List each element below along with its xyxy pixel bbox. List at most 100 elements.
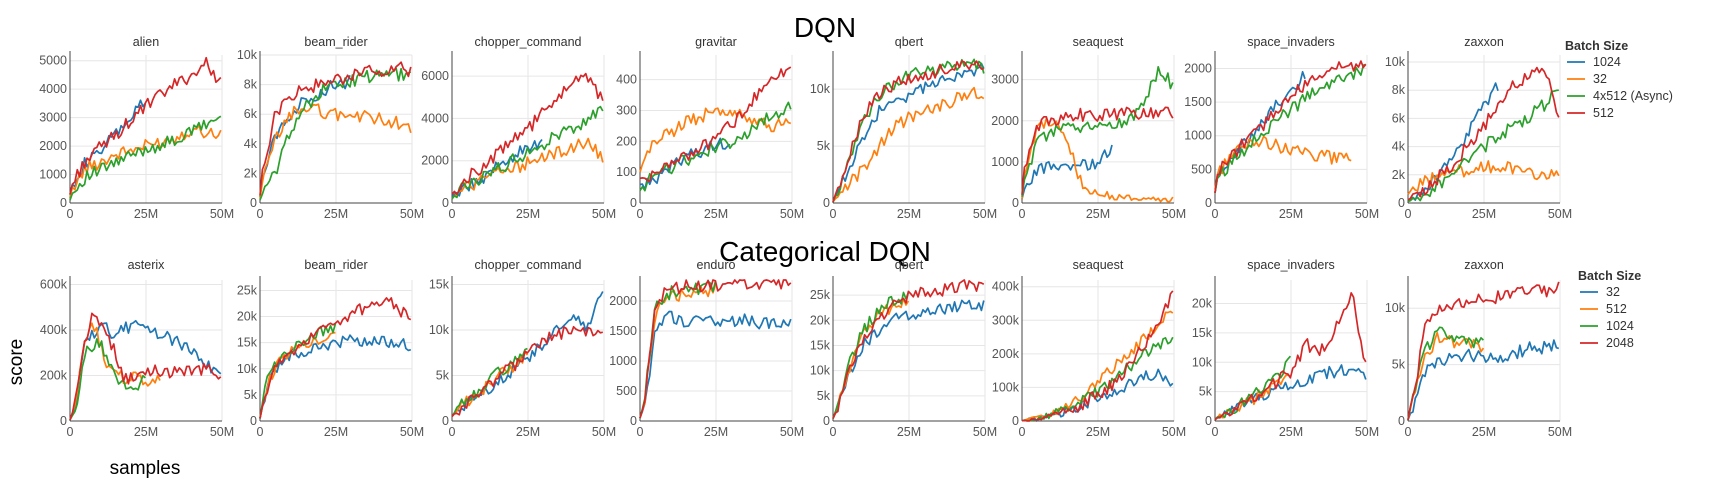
series-line-32 — [1214, 135, 1352, 190]
x-tick-label: 25M — [897, 425, 921, 439]
y-tick-label: 4k — [244, 137, 258, 151]
series-line-2048 — [69, 312, 222, 421]
x-tick-label: 50M — [592, 207, 616, 221]
x-tick-label: 25M — [134, 425, 158, 439]
series-line-1024 — [832, 62, 985, 203]
x-tick-label: 0 — [1212, 425, 1219, 439]
legend-label-32: 32 — [1606, 285, 1620, 299]
series-line-512 — [1407, 331, 1485, 421]
panel-0-alien: alien 0 25M 50M 0 1000 2000 3000 4000 5000 — [39, 35, 234, 221]
y-tick-label: 0 — [1012, 196, 1019, 210]
panel-title: zaxxon — [1464, 258, 1504, 272]
x-tick-label: 25M — [704, 207, 728, 221]
y-tick-label: 4000 — [39, 82, 67, 96]
y-tick-label: 8k — [1392, 83, 1406, 97]
series-line-2048 — [451, 325, 604, 418]
x-tick-label: 0 — [830, 207, 837, 221]
series-line-32 — [832, 86, 985, 203]
series-line-1024 — [69, 99, 147, 195]
y-tick-label: 0 — [1205, 414, 1212, 428]
series-line-512 — [832, 60, 984, 203]
legend-1: Batch Size 32 512 1024 2048 — [1578, 269, 1641, 350]
y-tick-label: 0 — [823, 196, 830, 210]
x-tick-label: 50M — [592, 425, 616, 439]
y-tick-label: 300k — [992, 313, 1020, 327]
y-tick-label: 3000 — [991, 73, 1019, 87]
panel-title: asterix — [128, 258, 166, 272]
series-line-2048 — [1021, 290, 1174, 422]
x-tick-label: 50M — [400, 207, 424, 221]
x-tick-label: 25M — [1279, 425, 1303, 439]
x-tick-label: 50M — [780, 207, 804, 221]
panel-0-qbert: qbert 0 25M 50M 0 5k 10k — [810, 35, 997, 221]
panel-0-seaquest: seaquest 0 25M 50M 0 1000 2000 3000 — [991, 35, 1186, 221]
series-line-2048 — [1214, 292, 1367, 421]
x-tick-label: 25M — [1472, 425, 1496, 439]
series-line-512 — [639, 66, 792, 183]
x-tick-label: 50M — [973, 425, 997, 439]
x-tick-label: 25M — [134, 207, 158, 221]
y-tick-label: 5k — [1199, 385, 1213, 399]
y-tick-label: 0 — [60, 414, 67, 428]
series-line-512 — [69, 56, 222, 195]
y-tick-label: 0 — [442, 414, 449, 428]
x-tick-label: 25M — [1086, 207, 1110, 221]
y-tick-label: 400k — [992, 280, 1020, 294]
y-tick-label: 100 — [616, 165, 637, 179]
x-tick-label: 0 — [67, 425, 74, 439]
y-tick-label: 0 — [442, 196, 449, 210]
y-tick-label: 10k — [1385, 301, 1406, 315]
y-tick-label: 1500 — [609, 324, 637, 338]
y-tick-label: 20k — [1192, 297, 1213, 311]
panel-title: gravitar — [695, 35, 737, 49]
y-tick-label: 2k — [1392, 168, 1406, 182]
y-tick-label: 2000 — [1184, 61, 1212, 75]
x-tick-label: 25M — [704, 425, 728, 439]
series-line-512 — [1021, 310, 1174, 422]
series-line-async — [259, 67, 412, 201]
y-tick-label: 5k — [817, 389, 831, 403]
series-line-async — [639, 101, 792, 192]
y-tick-label: 15k — [429, 278, 450, 292]
y-tick-label: 2000 — [421, 154, 449, 168]
y-tick-label: 0 — [1398, 196, 1405, 210]
panel-title: seaquest — [1073, 258, 1124, 272]
series-line-32 — [1407, 160, 1560, 195]
y-tick-label: 1000 — [991, 155, 1019, 169]
y-tick-label: 0 — [630, 414, 637, 428]
panel-title: chopper_command — [474, 258, 581, 272]
series-line-1024 — [639, 137, 731, 191]
y-tick-label: 5000 — [39, 54, 67, 68]
y-tick-label: 100k — [992, 380, 1020, 394]
panel-1-beam_rider: beam_rider 0 25M 50M 0 5k 10k 15k 20k 25k — [237, 258, 424, 439]
legend-label-1024: 1024 — [1606, 319, 1634, 333]
y-tick-label: 8k — [244, 78, 258, 92]
panel-title: seaquest — [1073, 35, 1124, 49]
x-tick-label: 0 — [1019, 425, 1026, 439]
x-tick-label: 50M — [210, 207, 234, 221]
legend-title: Batch Size — [1565, 39, 1628, 53]
series-line-async — [1214, 63, 1367, 194]
y-tick-label: 20k — [810, 313, 831, 327]
y-tick-label: 10k — [237, 48, 258, 62]
y-tick-label: 5k — [244, 388, 258, 402]
series-line-32 — [1407, 339, 1560, 421]
section-title-0: DQN — [794, 12, 856, 43]
x-tick-label: 50M — [1548, 425, 1572, 439]
series-line-512 — [1214, 60, 1367, 194]
y-tick-label: 1000 — [609, 354, 637, 368]
y-tick-label: 10k — [429, 323, 450, 337]
panel-1-chopper_command: chopper_command 0 25M 50M 0 5k 10k 15k — [429, 258, 616, 439]
panel-title: space_invaders — [1247, 35, 1335, 49]
series-line-32 — [69, 319, 222, 421]
y-tick-label: 25k — [237, 283, 258, 297]
series-line-512 — [451, 72, 604, 196]
series-line-32 — [832, 299, 985, 419]
y-tick-label: 2000 — [991, 114, 1019, 128]
x-tick-label: 50M — [780, 425, 804, 439]
x-tick-label: 0 — [449, 425, 456, 439]
y-tick-label: 500 — [616, 384, 637, 398]
series-line-512 — [639, 284, 717, 419]
y-tick-label: 15k — [237, 336, 258, 350]
series-line-1024 — [1214, 355, 1292, 421]
